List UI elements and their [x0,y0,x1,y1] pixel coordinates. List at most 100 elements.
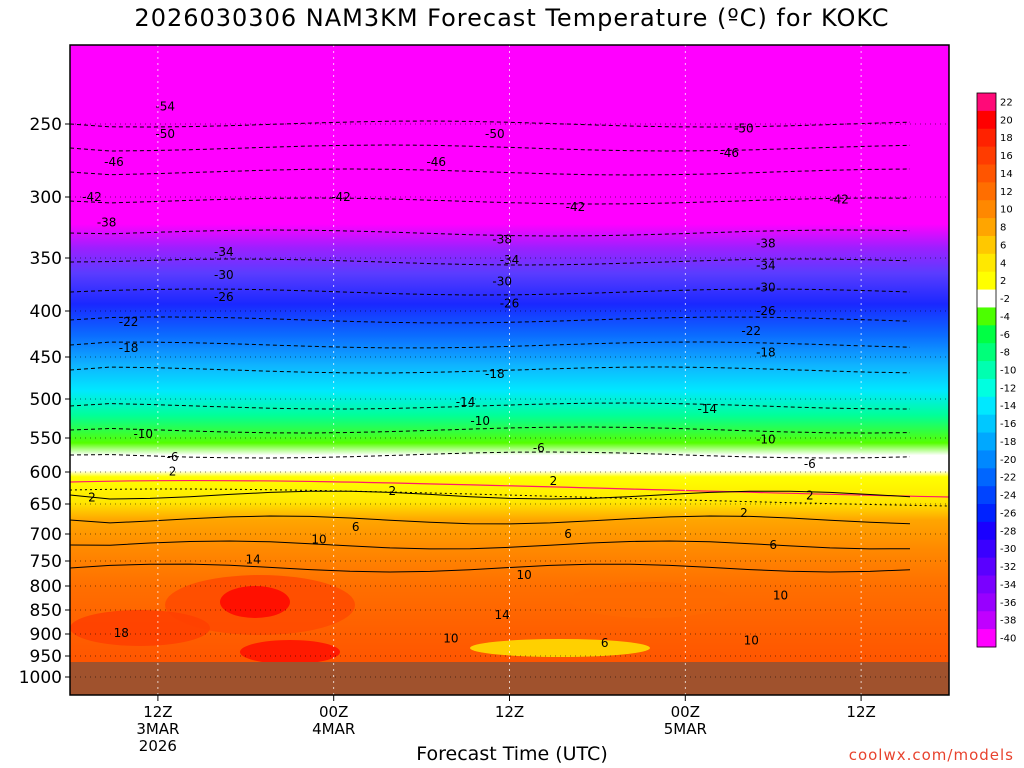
contour-line [69,540,911,550]
x-tick-label: 3MAR [136,720,179,738]
contour-label: 6 [601,636,609,650]
credit-text: coolwx.com/models [848,746,1014,764]
colorbar-frame [976,92,997,648]
contour-label: -6 [533,441,545,455]
colorbar-swatch [977,182,996,201]
ground-layer [70,662,949,695]
contour-label: -30 [492,274,512,288]
contour-label: -50 [485,127,505,141]
contour-label: -22 [741,324,761,338]
contour-line [69,316,911,324]
colorbar-label: 10 [1000,205,1013,216]
contour-label: -34 [500,253,520,267]
colorbar-swatch [977,575,996,594]
colorbar-label: -22 [1000,473,1016,484]
contour-label: 2 [88,491,96,505]
y-tick-label: 350 [30,249,62,269]
colorbar-swatch [977,414,996,434]
contour-line [69,197,911,205]
colorbar-swatch [977,343,996,362]
contour-line [69,366,911,374]
colorbar-label: -14 [1000,401,1016,412]
contour-label: 14 [495,608,510,622]
colorbar-label: -36 [1000,598,1016,609]
contour-label: -26 [214,290,234,304]
axes: 250 300 350 400 450 500 550 600 650 700 750 800 850 9… [19,44,950,755]
zero-contour [69,479,950,498]
contour-label: 2 [806,489,814,503]
y-tick-label: 550 [30,429,62,449]
colorbar-swatch [977,271,996,291]
y-tick-label: 900 [30,625,62,645]
contour-line [69,451,911,459]
colorbar-swatch [977,164,996,183]
contour-label: -30 [214,268,234,282]
colorbar-swatch [977,486,996,505]
colorbar-label: -8 [1000,348,1010,359]
chart-title: 2026030306 NAM3KM Forecast Temperature (… [134,4,890,32]
colorbar-label: 16 [1000,151,1013,162]
contour-line [69,402,911,410]
y-tick-label: 800 [30,577,62,597]
x-axis-label: Forecast Time (UTC) [416,743,608,765]
y-tick-label: 450 [30,348,62,368]
contour-label: -38 [756,236,776,250]
contour-label: -10 [470,414,490,428]
colorbar-swatch [977,253,996,273]
contour-label: -46 [426,155,446,169]
contour-label: 6 [352,520,360,534]
contour-label: 14 [245,552,260,566]
contour-label: 10 [443,631,458,645]
colorbar-label: -4 [1000,312,1010,323]
colorbar-label: 6 [1000,240,1006,251]
x-tick-label: 00Z [319,703,348,721]
colorbar-swatch [977,539,996,559]
colorbar-swatch [977,378,996,398]
contour-line [69,515,911,525]
x-tick-label: 12Z [495,703,524,721]
warm-region [570,582,730,618]
hot-core [220,586,290,618]
colorbar-swatch [977,521,996,541]
colorbar-label: -10 [1000,366,1016,377]
colorbar-label: -38 [1000,616,1016,627]
contour-label: -22 [119,315,139,329]
contour-label: 6 [769,538,777,552]
colorbar-swatch [977,218,996,237]
contour-label: -42 [829,192,849,206]
colorbar-swatch [977,307,996,326]
contour-label: -38 [492,233,512,247]
colorbar-swatch [977,504,996,523]
hot-core [240,640,340,664]
contour-label: 2 [169,464,177,478]
colorbar-swatch [977,128,996,148]
contour-label: -10 [756,432,776,446]
colorbar-swatch [977,146,996,165]
contour-label: -34 [214,245,234,259]
contour-line [69,168,911,176]
contour-label: -14 [456,395,476,409]
colorbar-label: -24 [1000,491,1016,502]
colorbar-label: -20 [1000,455,1016,466]
colorbar-swatch [977,557,996,577]
colorbar-label: 4 [1000,258,1006,269]
contour-label: 10 [773,589,788,603]
colorbar-swatch [977,396,996,416]
colorbar-swatch [977,93,996,112]
contour-line [69,288,911,296]
contour-label: 18 [114,626,129,640]
contour-label: -6 [804,457,816,471]
colorbar-swatch [977,289,996,308]
contour-line [69,120,911,128]
contour-label: -6 [167,450,179,464]
contour-label: -42 [331,190,351,204]
colorbar-swatch [977,235,996,255]
colorbar-swatch [977,200,996,219]
colorbar-swatch [977,468,996,487]
contour-line [69,563,911,573]
colorbar-swatch [977,361,996,380]
contour-label: -50 [734,121,754,135]
contour-line [69,258,911,266]
colorbar-label: 14 [1000,169,1013,180]
contour-label: -18 [756,345,776,359]
